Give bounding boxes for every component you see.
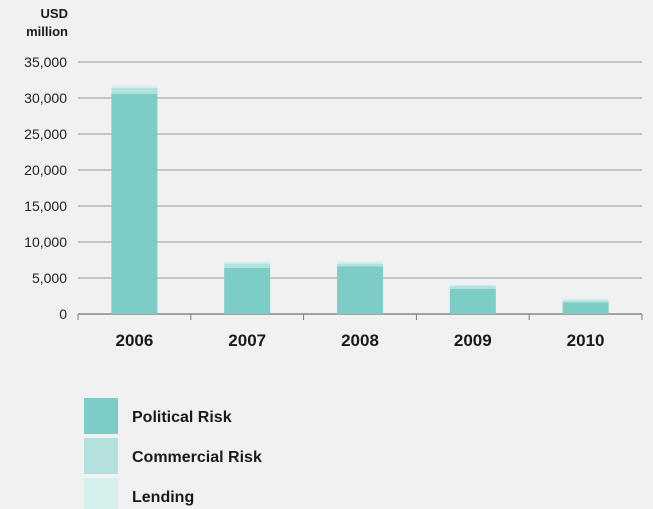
bar-commercial-risk-2009: [449, 285, 496, 289]
bar-lending-2007: [224, 261, 271, 264]
legend: Political Risk Commercial Risk Lending: [84, 398, 262, 509]
x-tick-label: 2008: [341, 331, 379, 350]
x-tick-label: 2009: [454, 331, 492, 350]
bar-lending-2008: [337, 261, 383, 264]
legend-label: Commercial Risk: [132, 449, 262, 466]
legend-label: Lending: [132, 489, 194, 506]
x-tick-label: 2010: [567, 331, 605, 350]
y-tick-label: 20,000: [24, 162, 67, 178]
x-tick-label: 2006: [115, 331, 153, 350]
legend-swatch: [84, 478, 118, 509]
bar-political-risk-2010: [562, 302, 609, 314]
bar-commercial-risk-2010: [562, 300, 609, 303]
bar-commercial-risk-2007: [224, 263, 271, 268]
bar-political-risk-2008: [337, 266, 383, 314]
y-axis-unit-label: USD million: [26, 6, 68, 39]
gridlines: [78, 61, 642, 315]
bar-lending-2006: [111, 85, 158, 88]
legend-label: Political Risk: [132, 409, 232, 426]
legend-swatch: [84, 398, 118, 434]
legend-swatch: [84, 438, 118, 474]
bar-commercial-risk-2008: [337, 263, 383, 267]
y-unit-label-line: million: [26, 24, 68, 39]
x-tick-label: 2007: [228, 331, 266, 350]
y-tick-label: 0: [59, 306, 67, 322]
y-tick-label: 15,000: [24, 198, 67, 214]
y-tick-label: 5,000: [32, 270, 67, 286]
bar-lending-2009: [449, 284, 496, 286]
y-axis-tick-labels: 0 5,000 10,000 15,000 20,000 25,000 30,000 35,0…: [24, 54, 67, 322]
x-axis-tick-marks: [77, 314, 643, 320]
y-tick-label: 35,000: [24, 54, 67, 70]
bar-political-risk-2009: [449, 288, 496, 314]
y-tick-label: 10,000: [24, 234, 67, 250]
y-tick-label: 30,000: [24, 90, 67, 106]
bar-political-risk-2007: [224, 267, 271, 314]
bar-commercial-risk-2006: [111, 87, 158, 94]
bar-political-risk-2006: [111, 93, 158, 315]
bar-lending-2010: [562, 298, 609, 301]
y-tick-label: 25,000: [24, 126, 67, 142]
x-axis-tick-labels: 2006 2007 2008 2009 2010: [115, 331, 604, 350]
y-unit-label-line: USD: [41, 6, 68, 21]
bars: [111, 85, 609, 315]
